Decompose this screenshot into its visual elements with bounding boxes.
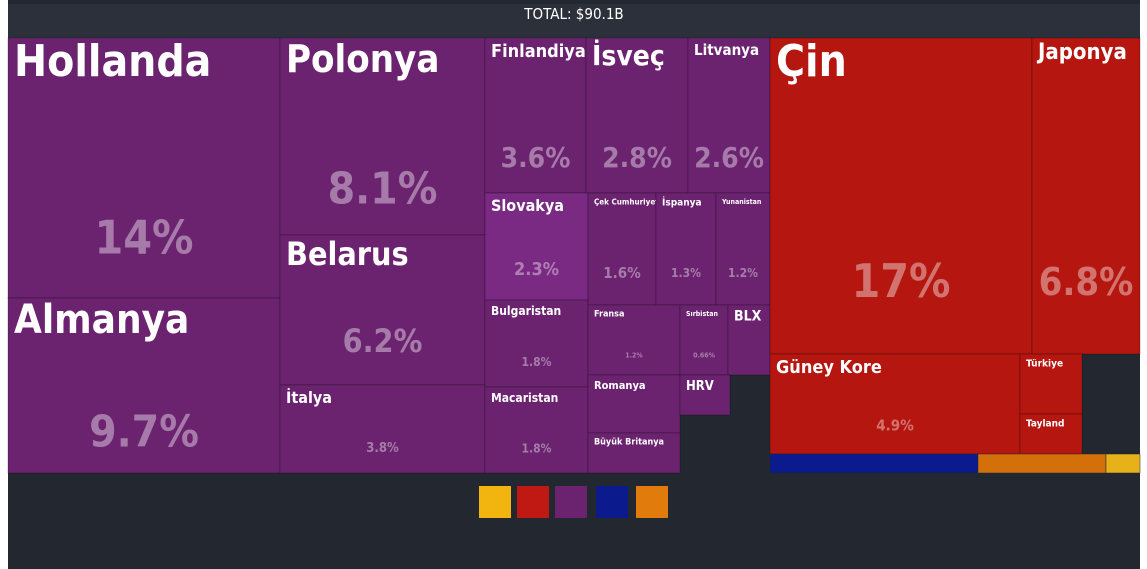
tile-label: Almanya [14,297,189,343]
tile-label: Güney Kore [776,357,882,378]
tile [587,192,657,306]
tile-other [977,453,1107,474]
tile-label: Japonya [1036,40,1127,65]
tile [484,386,589,474]
tile-value-label: 2.6% [694,141,764,174]
tile-label: Türkiye [1026,358,1063,369]
tile-value-label: 1.8% [522,355,552,369]
tile-value-label: 3.6% [501,141,571,174]
chart-title: TOTAL: $90.1B [523,5,623,23]
tile-value-label: 2.3% [514,259,559,280]
tile-label: Yunanistan [721,198,761,206]
tile [7,37,281,299]
tile-value-label: 14% [94,210,193,264]
tile-label: Slovakya [491,196,564,215]
tile-label: Tayland [1026,418,1064,429]
tile-label: HRV [686,379,714,394]
tile-label: Belarus [286,235,409,273]
tile-label: Çek Cumhuriyeti [594,198,661,207]
tiles: Hollanda 14% Almanya 9.7% Polonya 8.1% Belarus… [7,36,1141,474]
icon-europe[interactable] [555,486,587,518]
tile-value-label: 6.2% [343,322,423,360]
region-icons[interactable] [479,486,668,518]
tile-label: Macaristan [491,391,558,405]
tile-value-label: 8.1% [328,164,438,215]
icon-africa[interactable] [479,486,511,518]
tile-label: Bulgaristan [491,304,561,318]
tile-value-label: 1.2% [728,266,758,280]
tile [655,192,717,306]
tile-label: Büyük Britanya [594,438,664,448]
tile [484,299,589,388]
tile-label: Romanya [594,379,646,392]
tile-label: Litvanya [694,41,759,59]
tile-label: Çin [776,36,847,87]
tile [279,234,486,386]
tile-value-label: 1.6% [603,264,641,282]
tile-label: BLX [734,309,762,325]
tile-label: Sırbistan [686,310,718,318]
tile [279,37,486,236]
tile-label: İsveç [592,38,665,72]
title-bar [8,4,1140,38]
tile-label: Finlandiya [491,41,586,62]
tile [679,374,731,416]
tile-value-label: 1.3% [671,266,701,280]
tile-other [769,453,979,474]
icon-asia[interactable] [517,486,549,518]
icon-north-america[interactable] [596,486,628,518]
tile-label: Fransa [594,310,624,320]
tile [727,304,771,376]
icon-oceania[interactable] [636,486,668,518]
tile-label: İspanya [662,194,702,208]
tile-label: İtalya [286,388,332,407]
tile [587,304,681,376]
tile-value-label: 6.8% [1039,260,1134,304]
tile-value-label: 4.9% [876,417,914,435]
tile-label: Hollanda [14,36,211,87]
tile [1019,353,1083,415]
tile [1019,413,1083,455]
tile [484,37,587,194]
tile [1031,37,1141,355]
tile [585,37,689,194]
tile-value-label: 0.66% [693,351,716,359]
tile-value-label: 2.8% [602,141,672,174]
tile [279,384,486,474]
tile-value-label: 9.7% [89,407,199,458]
tile-other [1105,453,1141,474]
tile-value-label: 1.8% [522,441,552,455]
tile [679,304,729,376]
tile [715,192,771,306]
tile-value-label: 1.2% [625,351,643,359]
tile-value-label: 3.8% [366,441,399,456]
tile [687,37,771,194]
tile [769,37,1033,355]
tile [587,432,681,474]
tile-value-label: 17% [851,254,950,308]
tile-label: Polonya [286,37,439,81]
